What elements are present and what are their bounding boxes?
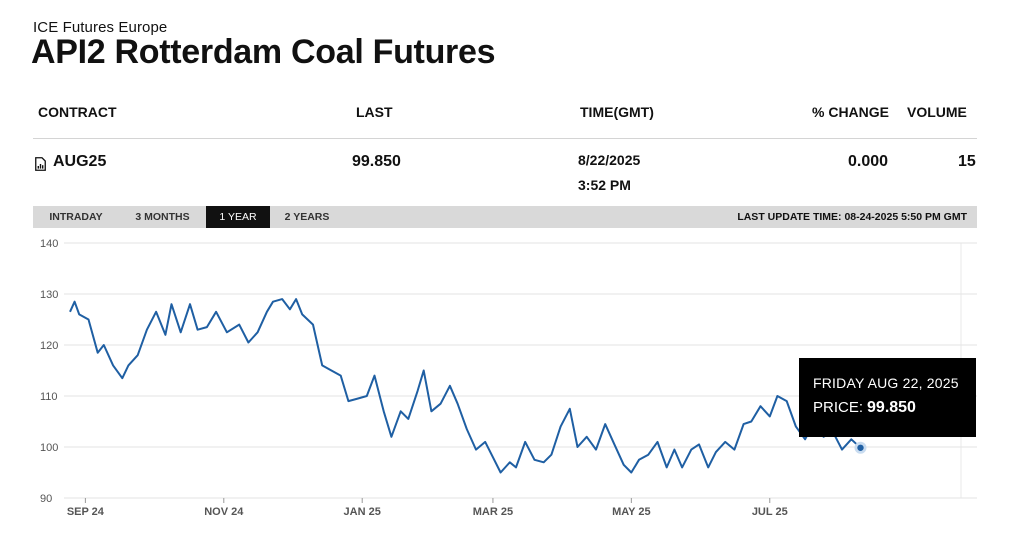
tab-2-years[interactable]: 2 YEARS bbox=[284, 211, 330, 223]
col-header-last: LAST bbox=[356, 104, 393, 120]
x-tick-label: JAN 25 bbox=[344, 506, 381, 518]
trade-date: 8/22/2025 bbox=[578, 152, 641, 168]
last-price: 99.850 bbox=[352, 153, 401, 170]
col-header-change: % CHANGE bbox=[812, 104, 890, 120]
chart-document-icon[interactable] bbox=[35, 157, 46, 171]
x-tick-label: MAY 25 bbox=[612, 506, 651, 518]
col-header-contract: CONTRACT bbox=[38, 104, 117, 120]
page-title: API2 Rotterdam Coal Futures bbox=[31, 33, 496, 71]
tab-3-months[interactable]: 3 MONTHS bbox=[135, 211, 190, 223]
price-tooltip: FRIDAY AUG 22, 2025 PRICE: 99.850 bbox=[799, 358, 976, 437]
y-tick-label: 140 bbox=[40, 238, 58, 250]
tab-intraday[interactable]: INTRADAY bbox=[49, 211, 103, 223]
tooltip-date: FRIDAY AUG 22, 2025 bbox=[813, 375, 959, 391]
tab-1-year[interactable]: 1 YEAR bbox=[206, 206, 270, 228]
x-tick-label: SEP 24 bbox=[67, 506, 105, 518]
volume-value: 15 bbox=[958, 153, 976, 170]
y-tick-label: 110 bbox=[40, 391, 58, 403]
tooltip-price-row: PRICE: 99.850 bbox=[813, 399, 916, 417]
range-tab-bar: INTRADAY 3 MONTHS 1 YEAR 2 YEARS LAST UP… bbox=[33, 206, 977, 228]
contract-code[interactable]: AUG25 bbox=[53, 153, 107, 170]
col-header-volume: VOLUME bbox=[907, 104, 967, 120]
y-tick-label: 90 bbox=[40, 493, 52, 505]
price-series-line bbox=[69, 298, 862, 474]
col-header-time: TIME(GMT) bbox=[580, 104, 654, 120]
y-tick-label: 100 bbox=[40, 442, 58, 454]
y-tick-label: 130 bbox=[40, 289, 58, 301]
trade-time: 3:52 PM bbox=[578, 177, 631, 193]
hover-point bbox=[857, 444, 864, 451]
y-tick-label: 120 bbox=[40, 340, 58, 352]
x-tick-label: NOV 24 bbox=[204, 506, 244, 518]
tooltip-price-label: PRICE: bbox=[813, 399, 864, 416]
price-chart[interactable]: 90 100 110 120 130 140 SEP 24 NOV 24 JAN 25 MAR 2… bbox=[0, 230, 1021, 530]
x-tick-label: MAR 25 bbox=[473, 506, 513, 518]
tooltip-price: 99.850 bbox=[867, 399, 916, 416]
exchange-name: ICE Futures Europe bbox=[33, 19, 168, 36]
last-update-time: LAST UPDATE TIME: 08-24-2025 5:50 PM GMT bbox=[737, 211, 967, 223]
percent-change: 0.000 bbox=[848, 153, 889, 170]
x-tick-label: JUL 25 bbox=[752, 506, 788, 518]
table-divider bbox=[33, 138, 977, 139]
